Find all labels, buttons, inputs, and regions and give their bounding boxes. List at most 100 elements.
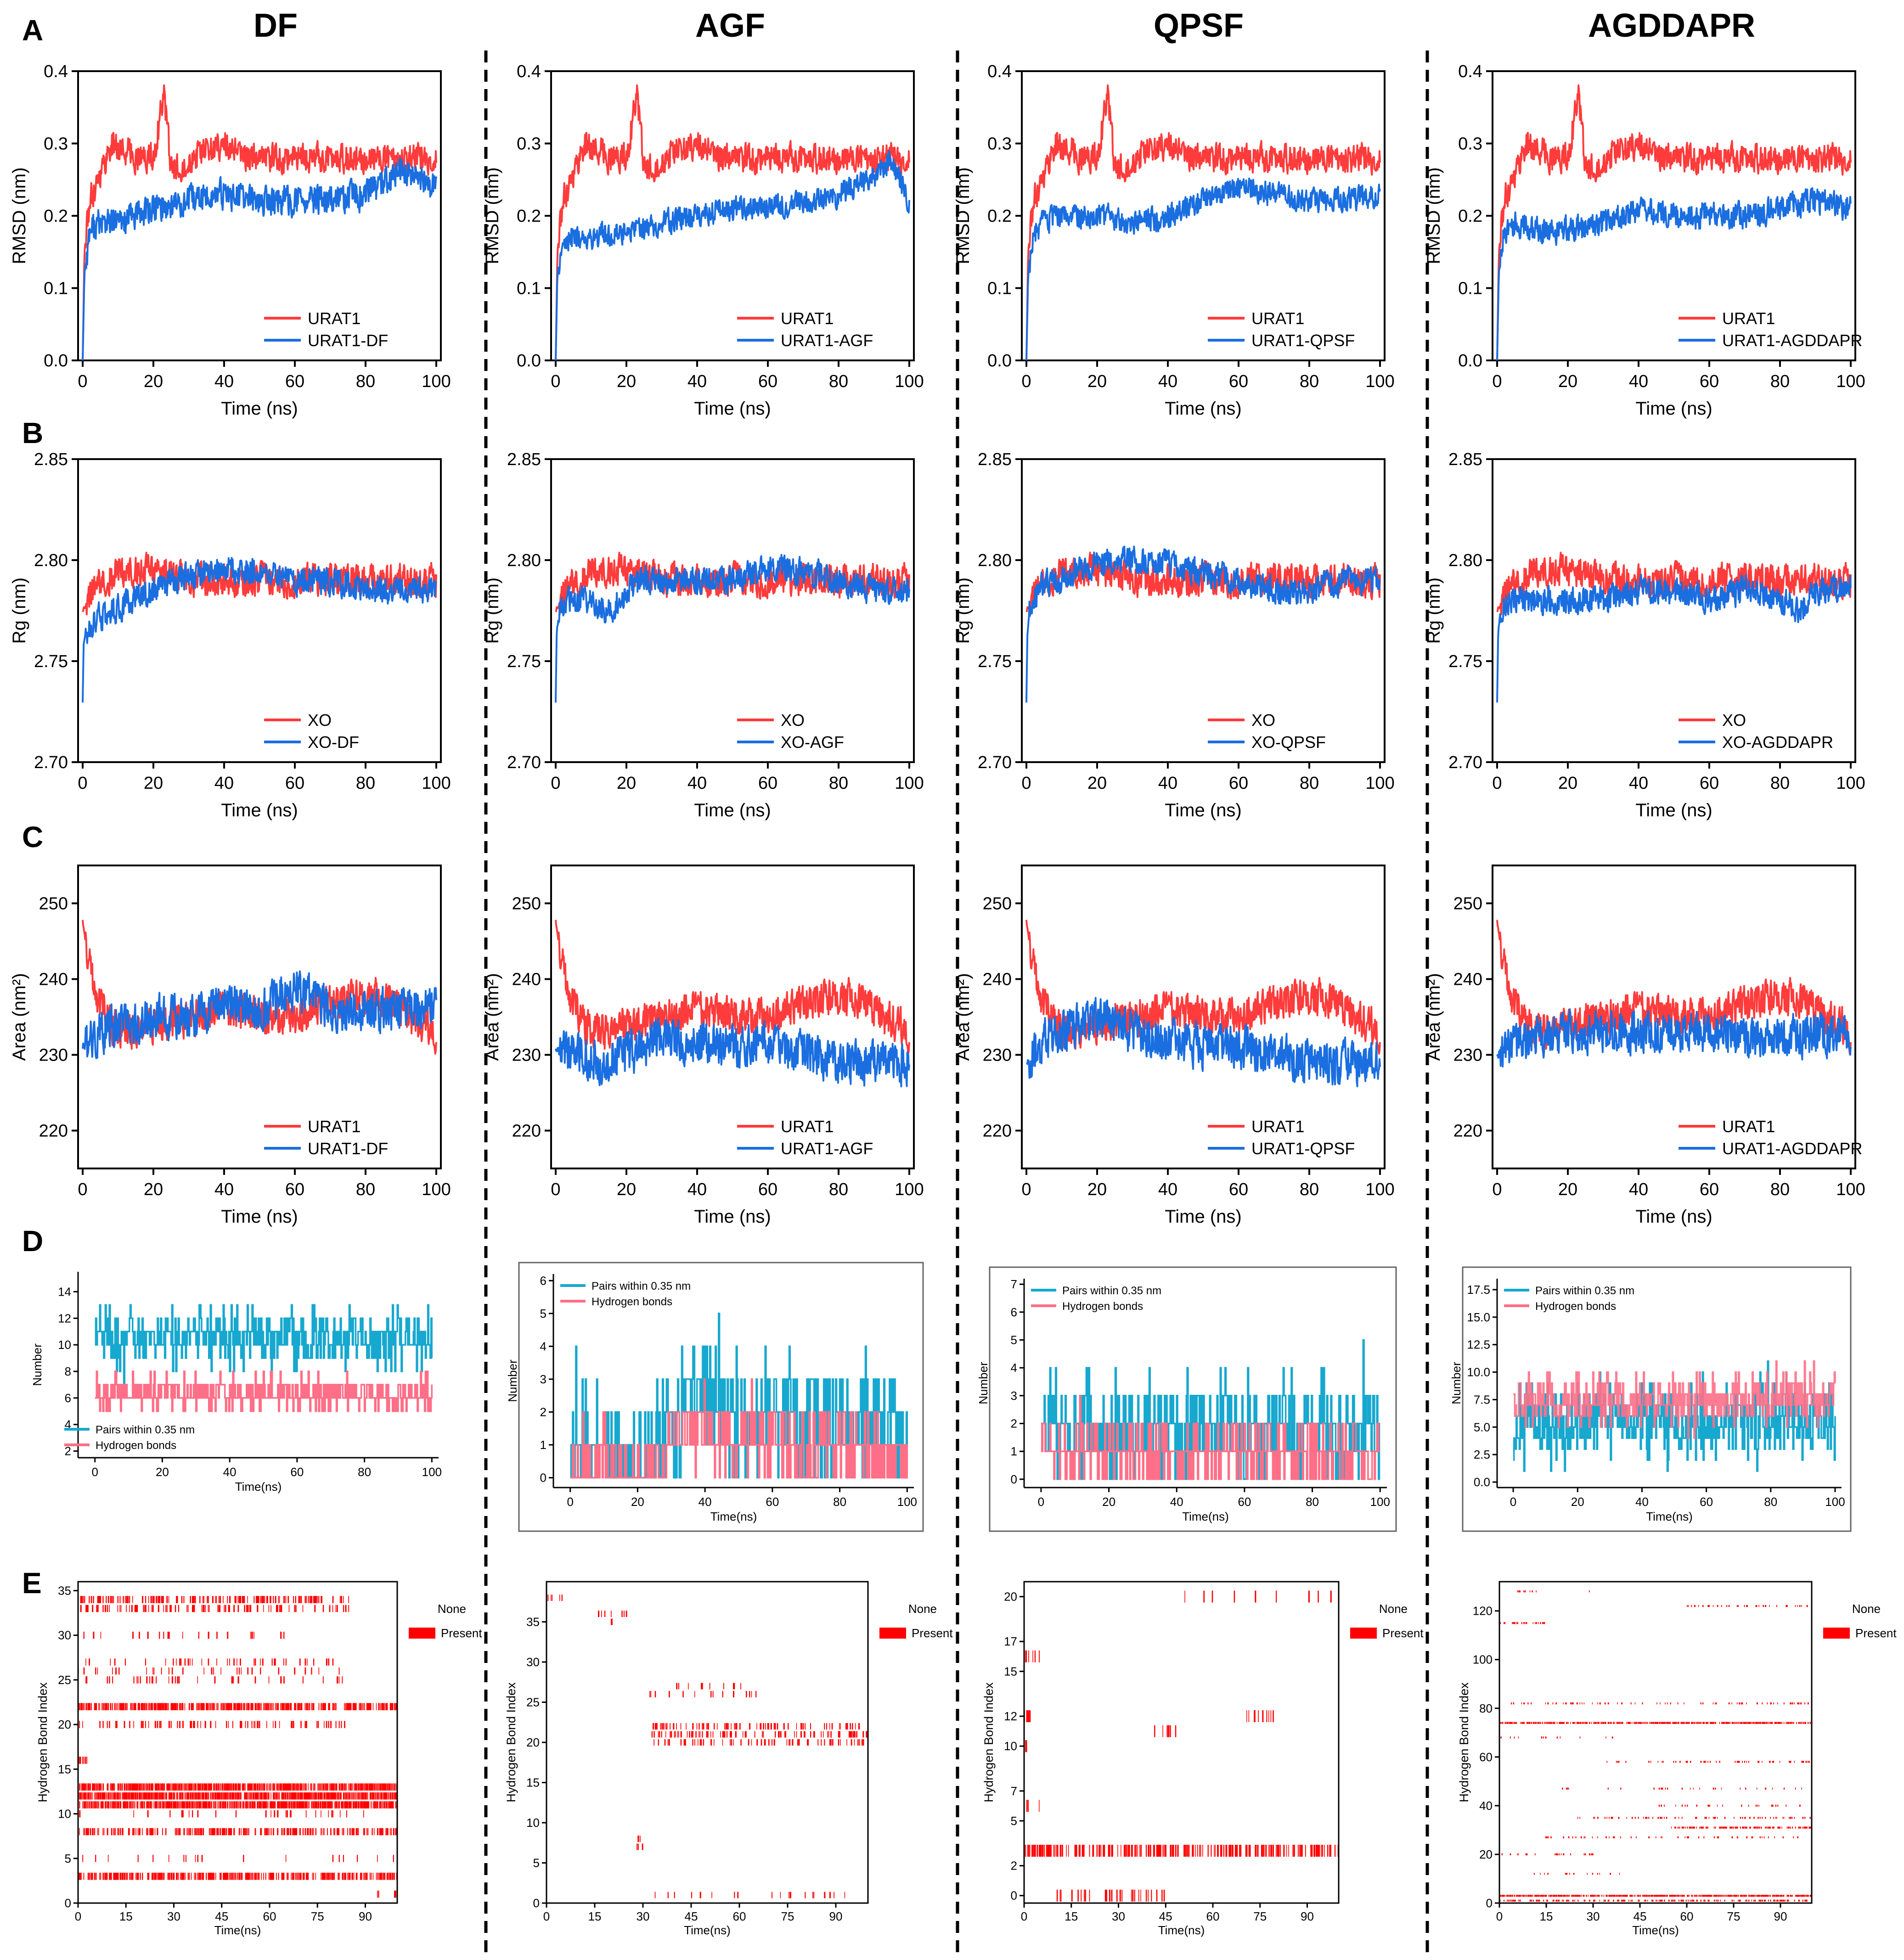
hbond-band bbox=[653, 1723, 860, 1730]
y-tick-label: 0.2 bbox=[44, 207, 68, 226]
y-tick-label: 14 bbox=[58, 1285, 71, 1298]
hbond-band bbox=[1025, 1650, 1040, 1662]
plot-frame bbox=[518, 1262, 924, 1532]
y-tick-label: 15 bbox=[1004, 1664, 1017, 1678]
hbond-band bbox=[1499, 1722, 1811, 1724]
x-tick-label: 0 bbox=[91, 1465, 98, 1479]
y-tick-label: 80 bbox=[1479, 1702, 1493, 1715]
row-letter-c: C bbox=[22, 820, 43, 854]
y-tick-label: 0 bbox=[533, 1896, 540, 1910]
x-tick-label: 100 bbox=[895, 1180, 924, 1199]
legend-label: URAT1-QPSF bbox=[1251, 1139, 1355, 1158]
x-tick-label: 20 bbox=[1087, 372, 1107, 391]
legend-label: URAT1 bbox=[1251, 1117, 1304, 1136]
x-tick-label: 20 bbox=[144, 1180, 163, 1199]
x-tick-label: 15 bbox=[1065, 1909, 1078, 1923]
x-tick-label: 45 bbox=[1159, 1909, 1172, 1923]
legend-label: XO bbox=[1722, 711, 1746, 730]
hbond-band bbox=[80, 1605, 349, 1612]
x-tick-label: 80 bbox=[1300, 774, 1319, 793]
x-axis-label: Time (ns) bbox=[1165, 399, 1241, 419]
y-tick-label: 6 bbox=[65, 1391, 71, 1405]
hbond-band bbox=[637, 1843, 643, 1850]
y-tick-label: 3 bbox=[540, 1372, 546, 1386]
hbond-band bbox=[78, 1801, 398, 1808]
x-tick-label: 60 bbox=[263, 1909, 276, 1923]
panel-C-agddapr: 0 20 40 60 80 100 220 230 240 250 Time (ns) Area (n… bbox=[1424, 865, 1865, 1227]
plot-frame bbox=[1021, 865, 1386, 1169]
y-axis-label: Number bbox=[506, 1359, 519, 1402]
y-tick-label: 2.5 bbox=[1474, 1448, 1490, 1461]
y-tick-label: 8 bbox=[65, 1365, 71, 1378]
series-line-urat1-df bbox=[82, 970, 437, 1059]
y-tick-label: 2.85 bbox=[34, 450, 68, 469]
x-tick-label: 80 bbox=[356, 774, 375, 793]
hbond-band bbox=[1154, 1725, 1177, 1737]
x-tick-label: 60 bbox=[285, 774, 304, 793]
x-tick-label: 40 bbox=[214, 1180, 234, 1199]
legend-swatch-present bbox=[1350, 1628, 1377, 1639]
x-axis-label: Time (ns) bbox=[694, 800, 771, 820]
x-tick-label: 40 bbox=[687, 1180, 707, 1199]
x-tick-label: 60 bbox=[758, 1180, 777, 1199]
y-tick-label: 240 bbox=[983, 970, 1012, 989]
x-axis-label: Time (ns) bbox=[694, 1207, 771, 1227]
x-axis-label: Time (ns) bbox=[1165, 800, 1241, 820]
y-axis-label: Number bbox=[1449, 1362, 1463, 1404]
hbond-band bbox=[651, 1731, 868, 1738]
legend-label: URAT1-QPSF bbox=[1251, 331, 1355, 350]
y-tick-label: 10 bbox=[526, 1816, 540, 1830]
legend-label: URAT1-DF bbox=[308, 331, 388, 350]
y-axis-label: Rg (nm) bbox=[1424, 578, 1444, 644]
y-tick-label: 7.5 bbox=[1474, 1393, 1490, 1406]
legend-label: Pairs within 0.35 nm bbox=[591, 1280, 691, 1292]
x-axis-label: Time (ns) bbox=[694, 399, 771, 419]
x-axis-label: Time(ns) bbox=[684, 1923, 731, 1937]
y-tick-label: 10 bbox=[58, 1807, 71, 1821]
legend-label: URAT1 bbox=[1722, 1117, 1775, 1136]
hbond-band bbox=[1499, 1899, 1808, 1902]
x-tick-label: 60 bbox=[733, 1909, 746, 1923]
hbond-band bbox=[78, 1872, 397, 1880]
series-line-pairs-within bbox=[95, 1304, 433, 1386]
x-axis-label: Time(ns) bbox=[710, 1510, 757, 1523]
panel-E-qpsf: 0 15 30 45 60 75 90 0 2 5 7 10 12 15 17 20 Time(ns) Hydro… bbox=[982, 1581, 1424, 1937]
legend-label: URAT1 bbox=[781, 1117, 834, 1136]
x-tick-label: 20 bbox=[617, 372, 636, 391]
x-tick-label: 40 bbox=[214, 372, 234, 391]
row-letter-a: A bbox=[22, 14, 43, 47]
x-tick-label: 80 bbox=[358, 1465, 371, 1479]
y-tick-label: 0.0 bbox=[1458, 351, 1482, 371]
y-tick-label: 0.2 bbox=[987, 207, 1012, 226]
series-line-hydrogen-bonds bbox=[1041, 1395, 1380, 1480]
y-tick-label: 0.2 bbox=[517, 207, 541, 226]
plot-frame bbox=[550, 865, 915, 1169]
y-tick-label: 0.1 bbox=[517, 279, 541, 298]
y-tick-label: 230 bbox=[39, 1046, 68, 1065]
x-tick-label: 30 bbox=[167, 1909, 180, 1923]
y-tick-label: 2.70 bbox=[978, 753, 1012, 772]
series-line-urat1 bbox=[1025, 84, 1381, 362]
hbond-band bbox=[78, 1757, 88, 1764]
y-tick-label: 2 bbox=[1011, 1859, 1017, 1873]
x-tick-label: 45 bbox=[685, 1909, 698, 1923]
y-tick-label: 240 bbox=[1453, 970, 1482, 989]
legend-label: Pairs within 0.35 nm bbox=[1062, 1285, 1161, 1297]
x-tick-label: 20 bbox=[617, 1180, 636, 1199]
series-line-urat1-agddapr bbox=[1496, 1008, 1852, 1067]
y-tick-label: 0.3 bbox=[1458, 135, 1482, 154]
x-tick-label: 40 bbox=[687, 372, 707, 391]
y-tick-label: 100 bbox=[1473, 1653, 1493, 1667]
plot-frame bbox=[1492, 865, 1856, 1169]
series-line-xo-agddapr bbox=[1496, 573, 1852, 703]
x-tick-label: 30 bbox=[1587, 1909, 1600, 1923]
x-tick-label: 40 bbox=[1158, 372, 1177, 391]
y-tick-label: 5 bbox=[65, 1852, 71, 1865]
x-tick-label: 60 bbox=[1700, 774, 1719, 793]
y-axis-label: RMSD (nm) bbox=[953, 167, 973, 264]
x-tick-label: 60 bbox=[1700, 372, 1719, 391]
x-tick-label: 15 bbox=[119, 1909, 133, 1923]
panel-B-qpsf: 0 20 40 60 80 100 2.70 2.75 2.80 2.85 Time (ns) Rg … bbox=[953, 450, 1395, 820]
